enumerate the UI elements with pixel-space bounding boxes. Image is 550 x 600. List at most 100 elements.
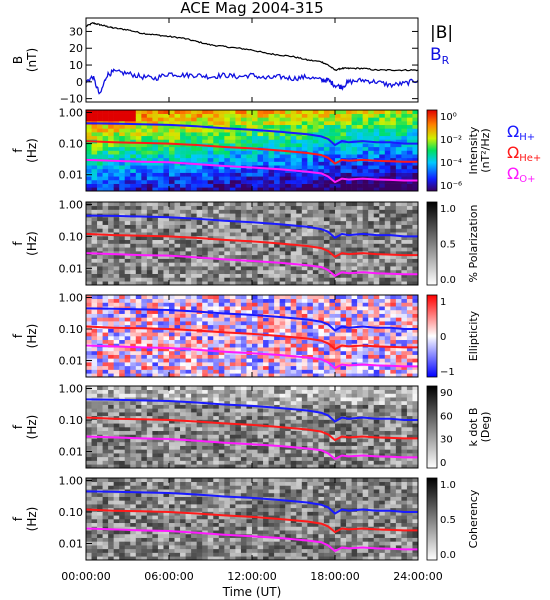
heatmap-cell [235, 397, 242, 402]
heatmap-cell [141, 277, 148, 282]
heatmap-cell [213, 336, 220, 341]
heatmap-cell [196, 460, 203, 465]
colorbar-tick-label: 10⁻⁶ [440, 181, 462, 192]
heatmap-cell [285, 389, 292, 394]
heatmap-cell [335, 235, 341, 241]
heatmap-cell [91, 124, 98, 129]
heatmap-cell [196, 362, 203, 367]
heatmap-cell [384, 113, 391, 118]
heatmap-cell [130, 205, 137, 210]
heatmap-cell [318, 324, 325, 329]
heatmap-cell [152, 408, 159, 413]
heatmap-cell [229, 324, 236, 329]
heatmap-cell [279, 358, 286, 363]
heatmap-cell [191, 449, 197, 454]
heatmap-cell [207, 317, 214, 322]
heatmap-cell [108, 266, 114, 271]
heatmap-cell [124, 165, 131, 170]
heatmap-cell [390, 135, 397, 140]
heatmap-cell [207, 393, 214, 398]
heatmap-cell [379, 358, 386, 363]
heatmap-cell [279, 430, 286, 435]
heatmap-cell [146, 400, 153, 405]
heatmap-cell [285, 232, 292, 237]
heatmap-cell [252, 277, 258, 282]
heatmap-cell [312, 110, 319, 114]
heatmap-cell [202, 269, 209, 274]
heatmap-cell [307, 373, 314, 378]
heatmap-cell [351, 110, 358, 114]
heatmap-cell [268, 347, 275, 352]
heatmap-cell [146, 132, 153, 137]
heatmap-cell [362, 358, 369, 363]
heatmap-cell [274, 358, 280, 363]
heatmap-cell [246, 266, 253, 271]
heatmap-cell [312, 336, 319, 341]
heatmap-cell [191, 172, 197, 177]
heatmap-cell [86, 165, 92, 170]
heatmap-cell [362, 339, 369, 344]
heatmap-cell [274, 332, 280, 337]
heatmap-cell [97, 273, 103, 278]
heatmap-cell [312, 302, 319, 307]
heatmap-cell [185, 113, 192, 118]
heatmap-cell [108, 146, 114, 151]
heatmap-cell [362, 161, 369, 166]
heatmap-cell [296, 389, 303, 394]
heatmap-cell [390, 150, 397, 155]
heatmap-cell [113, 445, 120, 450]
heatmap-cell [218, 235, 225, 241]
heatmap-cell [279, 172, 286, 177]
heatmap-cell [329, 339, 336, 344]
heatmap-cell [174, 139, 181, 144]
heatmap-cell [213, 239, 220, 244]
heatmap-cell [252, 281, 258, 286]
heatmap-cell [196, 445, 203, 450]
heatmap-cell [240, 220, 247, 225]
heatmap-cell [180, 273, 186, 278]
heatmap-cell [252, 183, 258, 188]
heatmap-cell [274, 408, 280, 413]
heatmap-cell [279, 317, 286, 322]
heatmap-cell [113, 239, 120, 244]
heatmap-cell [285, 235, 292, 241]
heatmap-cell [318, 362, 325, 367]
y-axis-label: B [11, 56, 25, 64]
heatmap-cell [307, 298, 314, 303]
heatmap-cell [274, 128, 280, 133]
heatmap-cell [357, 146, 363, 151]
heatmap-cell [196, 354, 203, 359]
heatmap-cell [191, 157, 197, 162]
heatmap-cell [146, 179, 153, 184]
heatmap-cell [191, 415, 197, 420]
heatmap-cell [141, 460, 148, 465]
heatmap-cell [185, 302, 192, 307]
heatmap-cell [268, 336, 275, 341]
heatmap-cell [296, 412, 303, 417]
heatmap-cell [135, 168, 142, 173]
heatmap-cell [307, 415, 314, 420]
heatmap-cell [196, 343, 203, 348]
heatmap-cell [113, 146, 120, 151]
heatmap-cell [285, 266, 292, 271]
heatmap-cell [218, 309, 225, 314]
heatmap-cell [268, 146, 275, 151]
heatmap-cell [124, 419, 131, 424]
heatmap-cell [390, 281, 397, 286]
heatmap-cell [406, 113, 413, 118]
heatmap-cell [395, 113, 402, 118]
heatmap-cell [246, 213, 253, 218]
heatmap-cell [252, 438, 258, 443]
heatmap-cell [268, 273, 275, 278]
heatmap-cell [329, 281, 336, 286]
heatmap-cell [401, 317, 408, 322]
heatmap-cell [124, 464, 131, 469]
heatmap-cell [296, 460, 303, 465]
heatmap-cell [157, 339, 164, 344]
heatmap-cell [108, 269, 114, 274]
heatmap-cell [401, 154, 408, 159]
colorbar-tick-label: 0 [440, 332, 446, 343]
heatmap-cell [180, 202, 186, 207]
heatmap-cell [279, 146, 286, 151]
heatmap-cell [362, 228, 369, 233]
